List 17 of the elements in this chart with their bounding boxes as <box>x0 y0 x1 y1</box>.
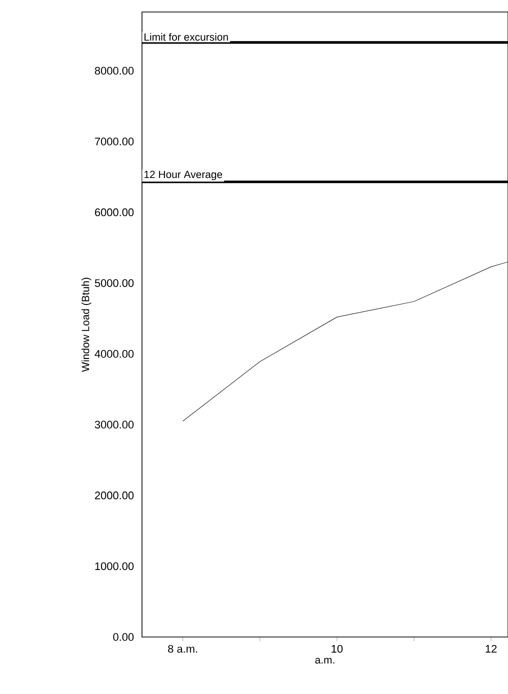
y-tick-label: 8000.00 <box>94 66 134 75</box>
x-tick-label: 8 a.m. <box>168 644 198 653</box>
y-axis-title: Window Load (Btuh) <box>82 278 92 372</box>
y-tick-label: 4000.00 <box>94 350 134 358</box>
x-axis-title: a.m. <box>315 658 334 664</box>
y-tick-label: 0.00 <box>113 633 134 641</box>
y-tick-label: 2000.00 <box>94 492 134 500</box>
y-tick-label: 1000.00 <box>95 562 134 570</box>
line-series <box>182 262 508 422</box>
ref-line-label: 12 Hour Average <box>144 170 222 180</box>
y-tick-label: 6000.00 <box>95 208 134 216</box>
y-tick-label: 3000.00 <box>94 420 134 429</box>
y-tick-label: 5000.00 <box>94 279 134 287</box>
x-tick-label: 10 <box>332 644 343 653</box>
ref-line-label: Limit for excursion <box>144 33 228 41</box>
y-tick-label: 7000.00 <box>95 138 134 146</box>
x-tick-label: 12 <box>486 644 497 653</box>
